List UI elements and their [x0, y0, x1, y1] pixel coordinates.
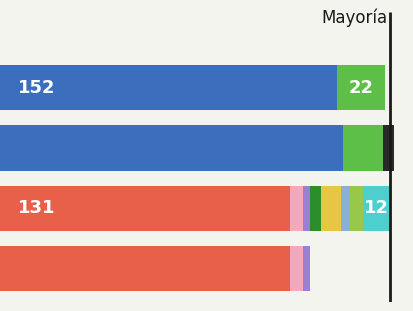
Text: Mayoría: Mayoría — [321, 9, 387, 27]
Bar — [303, 246, 309, 291]
Text: 12: 12 — [363, 199, 388, 217]
Bar — [340, 186, 349, 231]
Text: 152: 152 — [18, 79, 55, 97]
Bar — [320, 186, 340, 231]
Bar — [290, 186, 303, 231]
Bar — [342, 125, 382, 170]
Bar — [0, 125, 342, 170]
Text: 131: 131 — [18, 199, 55, 217]
Bar — [309, 186, 320, 231]
Text: 22: 22 — [348, 79, 373, 97]
Bar — [290, 246, 303, 291]
Bar — [363, 186, 389, 231]
Bar — [382, 125, 393, 170]
Bar — [303, 186, 309, 231]
Bar — [336, 65, 385, 110]
Bar — [0, 186, 290, 231]
Bar — [0, 246, 290, 291]
Bar — [349, 186, 363, 231]
Bar — [0, 65, 336, 110]
